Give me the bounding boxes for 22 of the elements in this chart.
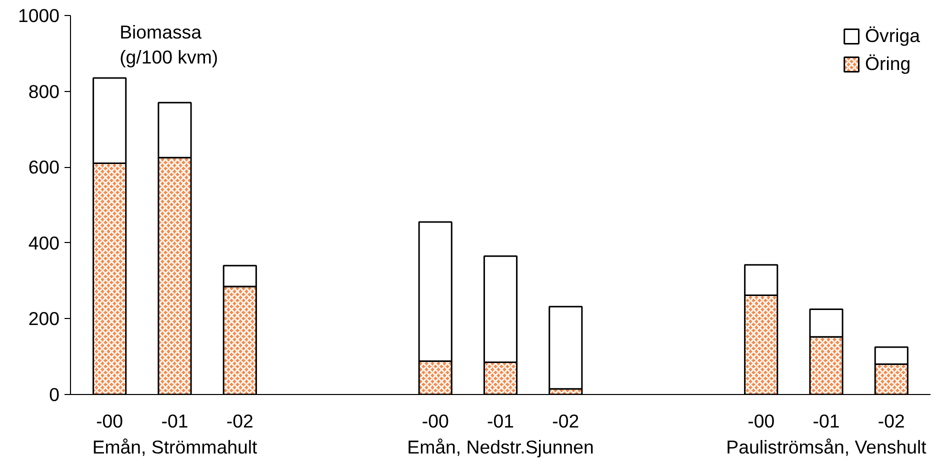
y-tick-label: 400 <box>28 232 60 254</box>
y-tick-label: 600 <box>28 156 60 178</box>
x-tick-label: -02 <box>878 410 905 432</box>
x-tick-label: -02 <box>552 410 580 432</box>
x-tick-label: -02 <box>226 410 254 432</box>
y-tick-label: 800 <box>28 80 60 102</box>
text: Emån, Nedstr.Sjunnen <box>407 436 594 458</box>
x-tick-label: -01 <box>487 410 514 432</box>
x-tick-label: -00 <box>422 410 449 432</box>
text: Pauliströmsån, Venshult <box>726 436 928 458</box>
x-tick-label: -01 <box>161 410 188 432</box>
bar <box>548 306 583 390</box>
y-axis-title: Biomassa (g/100 kvm) <box>120 22 218 68</box>
y-tick-label: 0 <box>49 384 60 405</box>
text: Emån, Strömmahult <box>92 436 258 458</box>
y-tick-label: 1000 <box>18 5 60 26</box>
legend-label: Övriga <box>865 25 920 47</box>
x-tick-label: -01 <box>812 410 840 432</box>
legend-label: Öring <box>865 53 911 75</box>
y-tick-label: 200 <box>28 308 60 330</box>
x-tick-label: -00 <box>96 410 124 432</box>
x-tick-label: -00 <box>748 410 775 432</box>
